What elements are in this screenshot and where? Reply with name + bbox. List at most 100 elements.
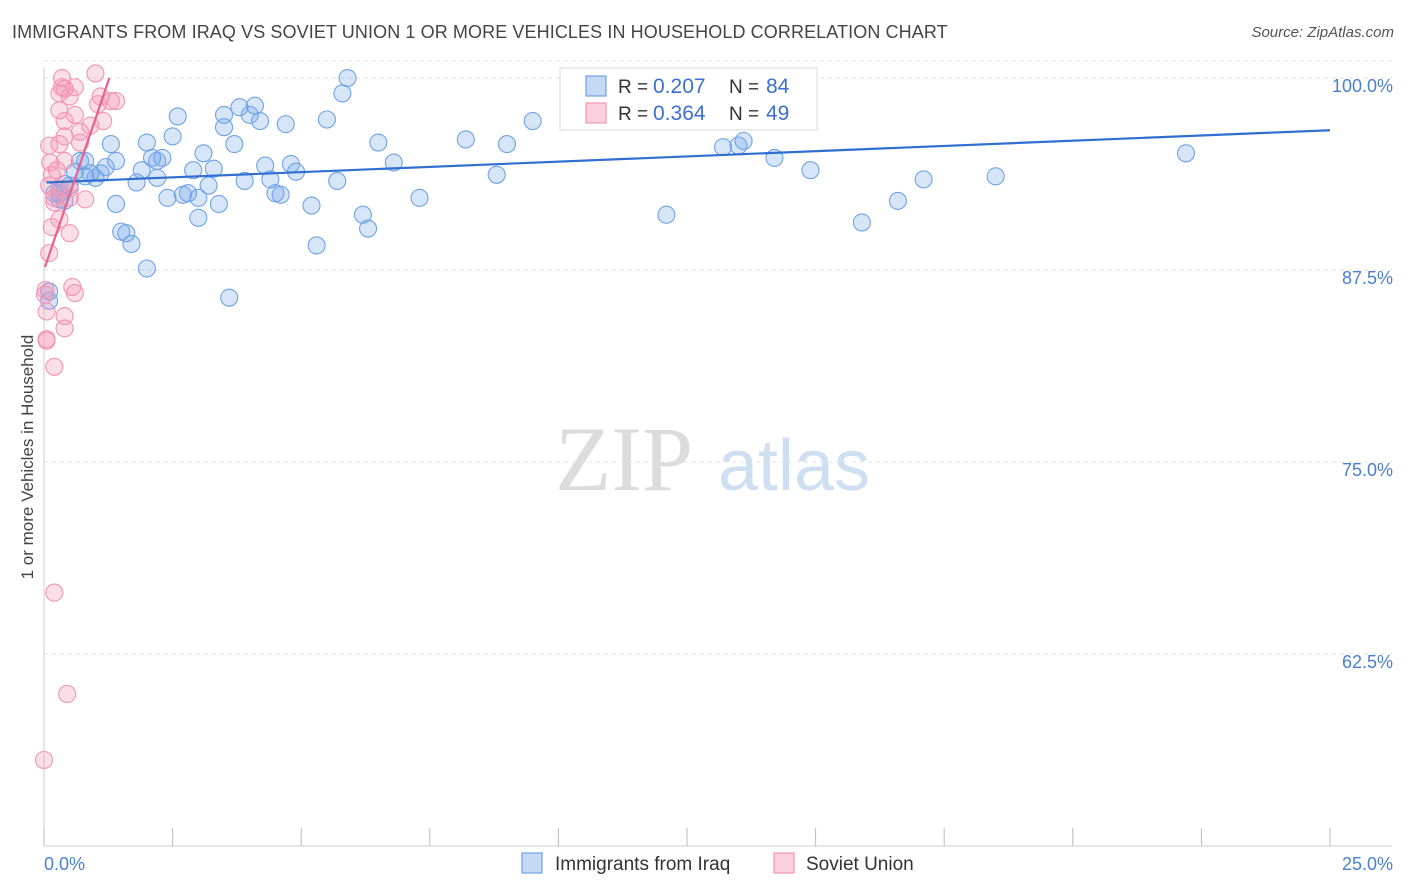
iraq-point (101, 135, 120, 154)
iraq-point (801, 161, 820, 180)
soviet-point (47, 161, 66, 180)
iraq-point (250, 111, 270, 131)
soviet-point (45, 188, 64, 207)
soviet-point (55, 111, 74, 131)
x-tick-label: 0.0% (44, 854, 85, 874)
soviet-point (55, 307, 74, 326)
iraq-point (153, 148, 172, 167)
iraq-point (199, 176, 218, 195)
iraq-point (209, 194, 228, 214)
stats-legend-r-value: 0.364 (653, 102, 706, 125)
iraq-point (328, 171, 347, 190)
iraq-point (178, 184, 198, 203)
soviet-point (65, 78, 84, 97)
iraq-point (184, 161, 203, 180)
soviet-point (86, 64, 105, 83)
iraq-point (333, 84, 352, 103)
stats-legend: R = 0.207 N = 84 R = 0.364 N = 49 (559, 67, 818, 131)
x-tick-label: 25.0% (1342, 854, 1393, 874)
iraq-point (657, 205, 676, 224)
stats-legend-blue-swatch (585, 75, 607, 97)
iraq-point (214, 118, 234, 137)
iraq-point (713, 138, 733, 157)
legend-iraq-swatch (521, 852, 543, 874)
soviet-point (60, 188, 79, 207)
iraq-point (137, 133, 156, 152)
chart-title: IMMIGRANTS FROM IRAQ VS SOVIET UNION 1 O… (12, 22, 948, 42)
iraq-point (189, 208, 208, 227)
iraq-point (729, 136, 748, 155)
iraq-point (852, 213, 871, 232)
stats-legend-n-label: N = (729, 77, 759, 98)
iraq-point (369, 133, 388, 152)
iraq-point (914, 170, 933, 189)
iraq-point (137, 259, 156, 278)
iraq-point (271, 185, 290, 204)
iraq-point (106, 151, 126, 171)
soviet-point (106, 92, 126, 111)
soviet-point (37, 331, 56, 350)
iraq-point (338, 68, 357, 88)
y-tick-label: 75.0% (1342, 460, 1393, 480)
stats-legend-n-value: 84 (766, 75, 790, 98)
iraq-point (106, 194, 126, 214)
iraq-point (235, 171, 254, 190)
iraq-point (888, 191, 907, 210)
iraq-point (307, 236, 326, 255)
tick-labels: 100.0% 87.5% 75.0% 62.5% 0.0% 25.0% (44, 76, 1393, 874)
source-credit: Source: ZipAtlas.com (1251, 24, 1394, 41)
iraq-point (225, 135, 244, 154)
legend-soviet-label: Soviet Union (806, 854, 914, 875)
soviet-point (55, 151, 74, 171)
iraq-trend-line (46, 129, 1331, 184)
soviet-point (50, 179, 69, 198)
iraq-point (117, 224, 136, 243)
y-tick-label: 87.5% (1342, 268, 1393, 288)
soviet-point (60, 224, 79, 243)
soviet-point (45, 583, 64, 602)
iraq-point (317, 110, 336, 129)
soviet-point (36, 280, 55, 300)
series-legend: Immigrants from Iraq Soviet Union (521, 852, 914, 875)
iraq-point (122, 234, 141, 253)
y-axis-label: 1 or more Vehicles in Household (18, 335, 37, 580)
stats-legend-r-label: R = (618, 77, 648, 98)
iraq-point (163, 127, 182, 146)
soviet-point (60, 87, 79, 106)
soviet-point (76, 190, 95, 209)
soviet-point (58, 684, 77, 703)
iraq-point (487, 165, 506, 184)
soviet-point (65, 105, 84, 124)
soviet-point (65, 284, 84, 303)
iraq-point (240, 105, 259, 124)
stats-legend-r-value: 0.207 (653, 75, 706, 98)
iraq-point (353, 205, 372, 224)
iraq-point (1176, 144, 1196, 163)
stats-legend-n-label: N = (729, 104, 759, 125)
legend-iraq-label: Immigrants from Iraq (555, 854, 730, 875)
data-points (34, 64, 1196, 770)
legend-soviet-swatch (773, 852, 795, 874)
axes (43, 68, 1392, 847)
soviet-point (34, 750, 54, 770)
soviet-point (37, 302, 56, 321)
soviet-point (52, 68, 72, 88)
iraq-point (168, 107, 187, 126)
iraq-point (204, 159, 223, 178)
iraq-point (230, 98, 249, 117)
y-tick-label: 62.5% (1342, 652, 1393, 672)
iraq-point (220, 288, 239, 307)
soviet-point (55, 127, 74, 146)
iraq-point (410, 188, 429, 207)
iraq-point (302, 196, 321, 215)
iraq-point (148, 151, 167, 171)
stats-legend-n-value: 49 (766, 102, 789, 125)
iraq-point (189, 188, 208, 207)
stats-legend-pink-swatch (585, 102, 607, 124)
iraq-point (497, 135, 517, 154)
watermark-atlas: atlas (718, 426, 870, 506)
stats-legend-r-label: R = (618, 104, 648, 125)
trend-lines (43, 77, 1331, 268)
watermark-zip: ZIP (555, 408, 693, 510)
